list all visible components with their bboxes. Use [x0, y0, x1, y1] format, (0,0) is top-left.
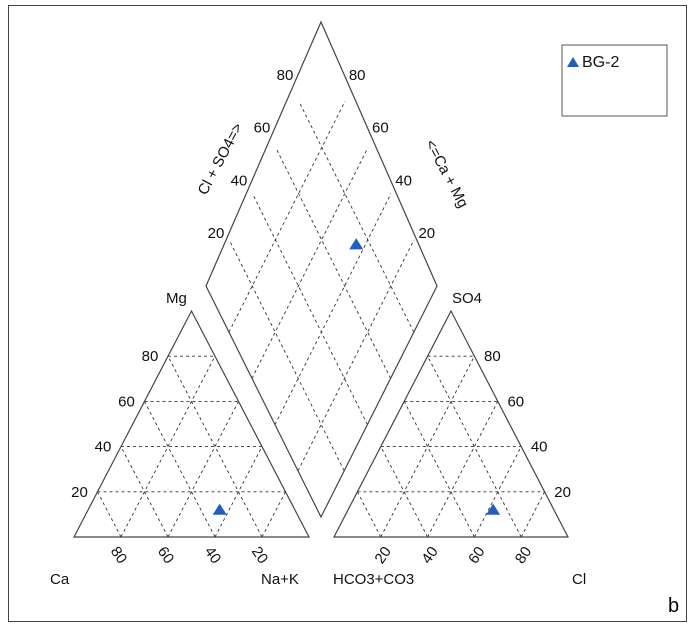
cation-grid-l-4	[97, 491, 122, 538]
cation-outline	[73, 309, 310, 538]
diamond-grid-b-3	[275, 147, 392, 379]
diagram-outlines	[73, 20, 569, 538]
cation-grid-l-3	[120, 446, 169, 538]
cation-mg-tick-80: 80	[142, 348, 159, 365]
anion-grid-l-3	[380, 446, 428, 538]
anion-grid-l-4	[357, 491, 382, 538]
cation-nak-tick-80: 80	[107, 544, 130, 567]
diamond-right-axis-label: <=Ca + Mg	[421, 137, 471, 211]
anion-grid-r-2	[427, 401, 499, 538]
cation-nak-tick-60: 60	[154, 544, 177, 567]
diamond-grid-a-1	[297, 239, 415, 472]
diamond-grid-a-4	[228, 100, 346, 333]
cation-mg-tick-60: 60	[118, 393, 135, 410]
anion-cl-tick-20: 20	[371, 544, 394, 567]
anion-so4-tick-20: 20	[554, 484, 571, 501]
data-points	[212, 238, 501, 515]
legend-triangle-marker	[567, 57, 579, 67]
anion-grid-r-3	[474, 446, 522, 538]
panel-letter: b	[668, 595, 679, 617]
anion-grid-l-2	[403, 401, 475, 538]
diamond-grid-a-2	[274, 193, 392, 425]
anion-grid-r-1	[380, 355, 475, 538]
cation-grid-l-2	[144, 401, 216, 538]
diamond-right-tick-40: 40	[395, 172, 412, 189]
legend-entry-bg-2: BG-2	[582, 54, 619, 71]
grid-lines	[97, 100, 545, 538]
cation-grid-r-3	[214, 446, 263, 538]
cation-grid-l-1	[167, 355, 263, 538]
anion-grid-r-4	[520, 491, 545, 538]
data-point-anion-0	[486, 503, 501, 515]
anion-outline	[333, 309, 569, 538]
cation-nak-tick-40: 40	[201, 544, 224, 567]
anion-cl-tick-60: 60	[465, 544, 488, 567]
diamond-grid-b-1	[228, 239, 345, 472]
diamond-right-tick-20: 20	[418, 225, 435, 242]
diamond-left-tick-20: 20	[208, 225, 225, 242]
diamond-right-tick-80: 80	[349, 67, 366, 84]
cation-mg-tick-40: 40	[95, 439, 112, 456]
anion-grid-l-1	[427, 355, 522, 538]
anion-right-label: Cl	[572, 571, 586, 588]
cation-grid-r-2	[167, 401, 239, 538]
cation-grid-r-4	[261, 491, 286, 538]
cation-top-label: Mg	[166, 290, 187, 307]
cation-mg-tick-20: 20	[71, 484, 88, 501]
diamond-left-tick-80: 80	[277, 67, 294, 84]
diamond-left-tick-60: 60	[254, 120, 271, 137]
cation-grid-r-1	[120, 355, 216, 538]
anion-so4-tick-40: 40	[531, 439, 548, 456]
diamond-grid-b-4	[298, 100, 415, 333]
anion-cl-tick-40: 40	[418, 544, 441, 567]
cation-right-label: Na+K	[261, 571, 299, 588]
data-point-cation-0	[212, 503, 227, 515]
legend-box	[561, 44, 668, 117]
data-point-diamond-0	[349, 238, 364, 250]
diamond-left-tick-40: 40	[231, 172, 248, 189]
anion-top-label: SO4	[452, 290, 482, 307]
diamond-right-tick-60: 60	[372, 120, 389, 137]
anion-so4-tick-60: 60	[507, 393, 524, 410]
diamond-grid-b-2	[251, 193, 368, 425]
cation-nak-tick-20: 20	[248, 544, 271, 567]
anion-so4-tick-80: 80	[484, 348, 501, 365]
anion-left-label: HCO3+CO3	[333, 571, 414, 588]
diamond-grid-a-3	[251, 147, 369, 379]
diamond-outline	[205, 20, 438, 519]
cation-left-label: Ca	[50, 571, 70, 588]
anion-cl-tick-80: 80	[512, 544, 535, 567]
